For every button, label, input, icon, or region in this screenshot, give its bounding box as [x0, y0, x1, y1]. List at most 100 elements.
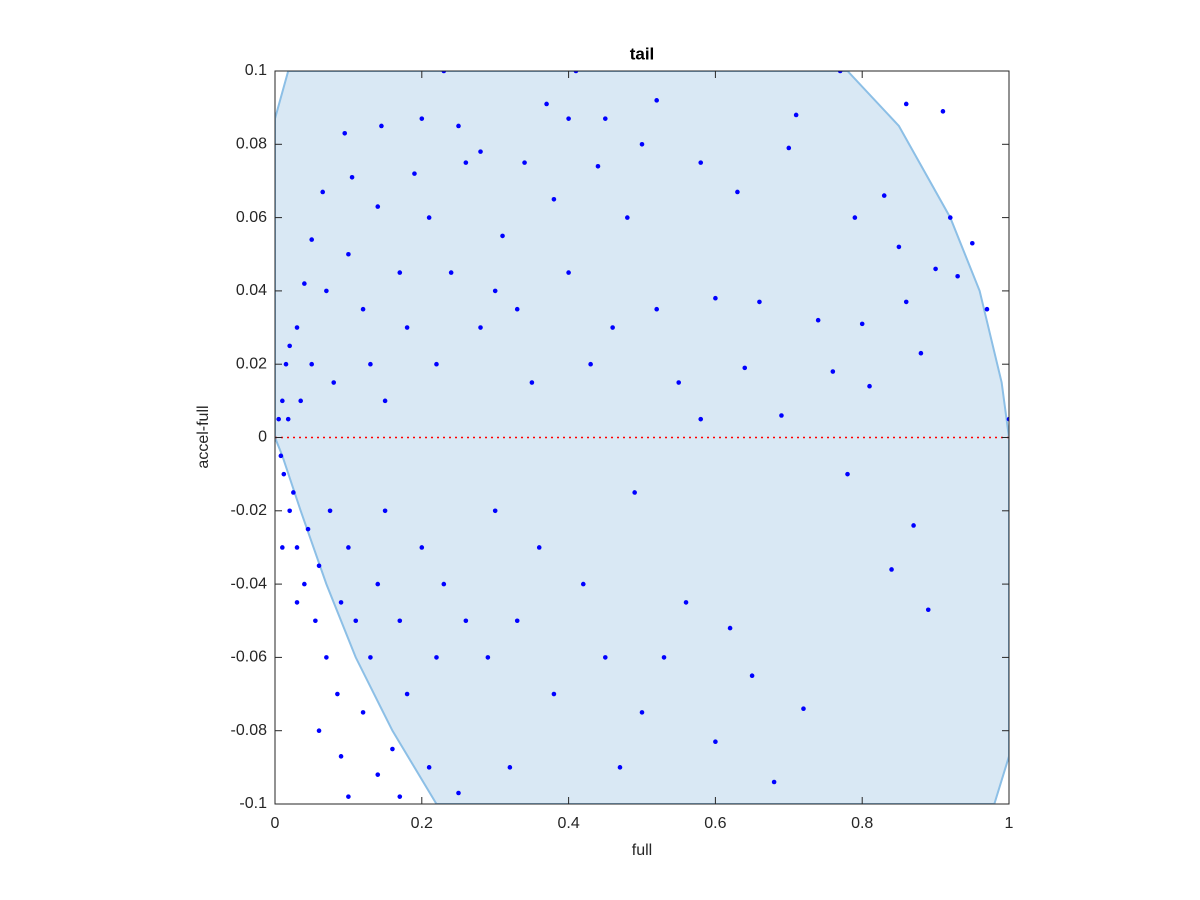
point: [287, 508, 292, 514]
point: [639, 142, 645, 147]
point: [683, 600, 689, 605]
point: [463, 160, 469, 165]
point: [867, 383, 872, 389]
point: [448, 270, 454, 275]
point: [368, 655, 373, 660]
point: [463, 618, 469, 624]
point: [294, 600, 300, 605]
point: [1006, 416, 1009, 422]
point: [500, 233, 505, 239]
y-tick-label: 0.1: [245, 62, 267, 79]
point: [298, 398, 303, 404]
point: [281, 471, 287, 477]
point: [478, 325, 483, 330]
point: [970, 240, 975, 246]
point: [368, 361, 373, 367]
point: [302, 581, 307, 587]
point: [397, 270, 403, 275]
point: [324, 288, 329, 294]
y-tick-label: 0.08: [236, 136, 267, 153]
point: [522, 160, 527, 165]
y-tick-label: -0.02: [231, 502, 268, 519]
point: [625, 215, 630, 220]
point: [507, 765, 513, 770]
point: [654, 306, 659, 312]
point: [338, 600, 344, 605]
point: [947, 215, 953, 220]
point: [302, 281, 307, 286]
point: [419, 545, 425, 550]
point: [316, 563, 322, 569]
axes: 0 0.2 0.4 0.6 0.8 1 -0.1 -0.08 -0.06 -0.04 -0.02 0 0…: [231, 62, 1014, 832]
x-tick-label: 1: [1005, 815, 1014, 832]
point: [632, 490, 637, 495]
y-tick-label: -0.1: [239, 795, 267, 812]
point: [276, 416, 281, 422]
point: [955, 273, 960, 279]
point: [287, 343, 292, 349]
y-tick-label: -0.04: [231, 575, 268, 592]
point: [727, 625, 733, 631]
y-tick-label: 0.04: [236, 282, 267, 299]
point: [492, 508, 498, 514]
point: [313, 618, 318, 624]
point: [757, 299, 762, 305]
point: [441, 71, 447, 74]
point: [911, 523, 916, 528]
point: [859, 321, 865, 327]
point: [713, 295, 718, 301]
point: [320, 189, 326, 195]
point: [324, 655, 329, 660]
point: [492, 288, 498, 294]
point: [889, 567, 894, 572]
point: [342, 131, 348, 136]
point: [573, 71, 579, 74]
point: [617, 765, 623, 770]
point: [294, 545, 300, 550]
x-tick-label: 0.2: [411, 815, 433, 832]
point: [349, 174, 355, 180]
point: [412, 171, 417, 176]
x-tick-label: 0.8: [851, 815, 873, 832]
y-tick-label: 0: [258, 429, 267, 446]
y-tick-label: 0.06: [236, 209, 267, 226]
x-tick-label: 0.4: [557, 815, 579, 832]
point: [353, 618, 359, 624]
y-tick-label: -0.06: [231, 649, 268, 666]
point: [305, 526, 311, 532]
point: [588, 361, 593, 367]
y-axis-label: accel-full: [195, 405, 212, 468]
point: [676, 380, 681, 385]
point: [404, 325, 410, 330]
point: [544, 101, 549, 107]
point: [382, 508, 388, 514]
point: [280, 545, 285, 550]
point: [456, 123, 461, 129]
point: [603, 655, 608, 660]
point: [397, 794, 403, 799]
point: [698, 416, 704, 422]
point: [925, 607, 931, 613]
y-tick-label: 0.02: [236, 355, 267, 372]
point: [382, 398, 388, 404]
point: [639, 710, 645, 715]
point: [933, 266, 938, 272]
point: [610, 325, 615, 330]
point: [903, 101, 909, 107]
point: [294, 325, 300, 330]
x-axis-label: full: [632, 842, 652, 859]
plot-area: [275, 71, 1009, 804]
point: [280, 398, 285, 404]
chart-title: tail: [630, 44, 655, 63]
point: [346, 794, 351, 799]
point: [771, 779, 777, 785]
point: [360, 306, 366, 312]
y-tick-label: -0.08: [231, 722, 268, 739]
point: [426, 765, 432, 770]
point: [397, 618, 403, 624]
point: [375, 581, 381, 587]
point: [830, 369, 836, 374]
point: [278, 453, 284, 459]
point: [749, 673, 755, 679]
point: [661, 655, 667, 660]
